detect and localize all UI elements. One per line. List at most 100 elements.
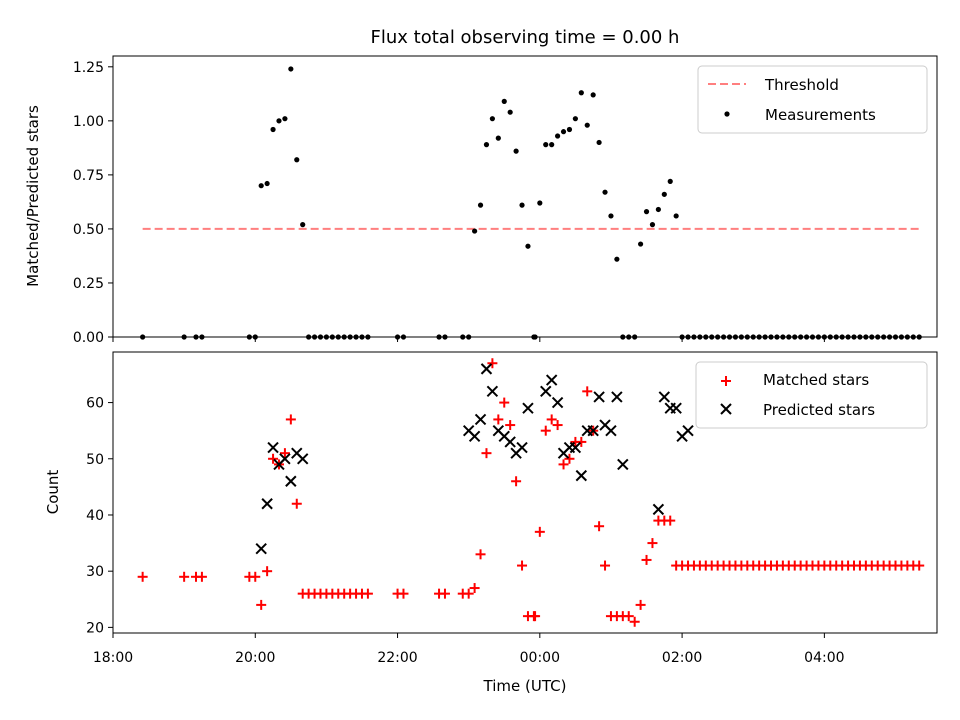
measurement-point — [584, 122, 590, 128]
matched-star-point — [499, 397, 510, 408]
top-plot-frame — [112, 55, 938, 338]
bottom-xtick-label: 18:00 — [93, 650, 133, 666]
matched-legend-swatch — [721, 376, 731, 386]
predicted-star-point — [611, 391, 623, 403]
predicted-star-point — [569, 441, 582, 454]
matched-star-point — [362, 588, 373, 599]
bottom-ytick-label: 30 — [86, 564, 104, 580]
top-ytick-label: 0.50 — [73, 222, 104, 238]
matched-star-point — [475, 549, 486, 560]
matched-star-point — [439, 588, 450, 599]
measurement-point — [566, 126, 573, 133]
predicted-star-point — [504, 436, 516, 448]
bottom-xtick-label: 22:00 — [377, 650, 417, 666]
matched-star-point — [268, 453, 279, 464]
matched-star-point — [600, 560, 611, 571]
matched-legend-label: Matched stars — [763, 371, 869, 389]
measurement-point — [519, 202, 525, 208]
measurement-point — [543, 142, 549, 148]
measurement-point — [614, 256, 620, 262]
matched-star-point — [505, 420, 516, 431]
measurement-point — [300, 222, 306, 228]
measurement-point — [477, 202, 484, 208]
measurement-point — [649, 222, 656, 228]
matched-star-point — [558, 459, 569, 470]
bottom-ytick-label: 40 — [86, 508, 104, 524]
measurements-legend-swatch — [724, 111, 730, 117]
predicted-star-point — [658, 391, 671, 403]
bottom-ytick-label: 60 — [86, 396, 104, 412]
bottom-xtick-label: 20:00 — [235, 650, 275, 666]
measurement-point — [655, 206, 661, 213]
predicted-star-point — [522, 402, 534, 414]
matched-star-point — [463, 588, 474, 599]
predicted-star-point — [575, 469, 588, 482]
matched-star-point — [398, 588, 409, 599]
measurement-point — [673, 213, 679, 219]
measurement-point — [602, 189, 608, 195]
predicted-star-point — [605, 424, 617, 437]
measurement-point — [270, 126, 276, 133]
predicted-legend-swatch — [720, 403, 732, 415]
matched-star-point — [594, 521, 605, 532]
matched-star-point — [196, 571, 207, 582]
bottom-ylabel: Count — [44, 470, 62, 515]
top-legend-box — [697, 65, 928, 134]
predicted-star-point — [593, 391, 605, 403]
bottom-xtick-label: 02:00 — [662, 650, 702, 666]
matched-star-point — [179, 571, 190, 582]
measurement-point — [489, 116, 495, 122]
measurement-point — [513, 148, 519, 154]
matched-star-point — [635, 599, 646, 610]
matched-star-point — [534, 526, 545, 537]
threshold-legend-label: Threshold — [764, 76, 839, 94]
matched-star-point — [641, 554, 652, 565]
bottom-plot-frame — [112, 351, 938, 634]
matched-star-point — [487, 358, 498, 369]
matched-star-point — [493, 414, 504, 425]
measurement-point — [590, 92, 596, 98]
measurement-point — [572, 116, 578, 122]
measurement-point — [643, 209, 650, 215]
measurement-point — [560, 129, 567, 135]
predicted-star-point — [255, 542, 267, 555]
bottom-xtick-label: 00:00 — [520, 650, 560, 666]
measurement-point — [637, 241, 644, 247]
matched-star-point — [250, 571, 261, 582]
measurement-point — [472, 228, 478, 234]
matched-star-point — [517, 560, 528, 571]
measurement-point — [501, 98, 507, 104]
top-title: Flux total observing time = 0.00 h — [371, 27, 680, 48]
matched-star-point — [629, 616, 640, 627]
measurement-point — [555, 133, 561, 139]
matched-star-point — [647, 538, 658, 549]
measurement-point — [667, 178, 673, 184]
measurement-point — [608, 213, 614, 219]
measurement-point — [596, 139, 602, 146]
measurement-point — [525, 243, 531, 249]
predicted-legend-label: Predicted stars — [763, 401, 875, 419]
bottom-ytick-label: 50 — [86, 452, 104, 468]
predicted-star-point — [296, 453, 309, 465]
measurement-point — [276, 118, 282, 124]
measurement-point — [661, 191, 667, 197]
measurement-point — [578, 90, 584, 96]
predicted-star-point — [540, 385, 552, 398]
measurement-point — [537, 200, 543, 206]
matched-star-point — [582, 386, 593, 397]
predicted-star-point — [267, 441, 279, 454]
bottom-ytick-label: 20 — [86, 620, 104, 636]
predicted-star-point — [486, 385, 499, 398]
top-panel: 0.00 0.25 0.50 0.75 1.00 1.25 Matched/Predict… — [24, 55, 938, 346]
matched-star-point — [623, 611, 634, 622]
predicted-star-point — [279, 453, 291, 465]
measurement-point — [549, 142, 555, 148]
measurement-point — [483, 142, 490, 148]
predicted-star-point — [617, 458, 629, 471]
predicted-star-point — [551, 396, 564, 409]
matched-star-point — [481, 448, 492, 459]
bottom-xlabel: Time (UTC) — [483, 677, 567, 695]
top-ytick-label: 0.75 — [73, 168, 104, 184]
predicted-star-point — [480, 363, 493, 375]
matched-star-point — [914, 560, 925, 571]
